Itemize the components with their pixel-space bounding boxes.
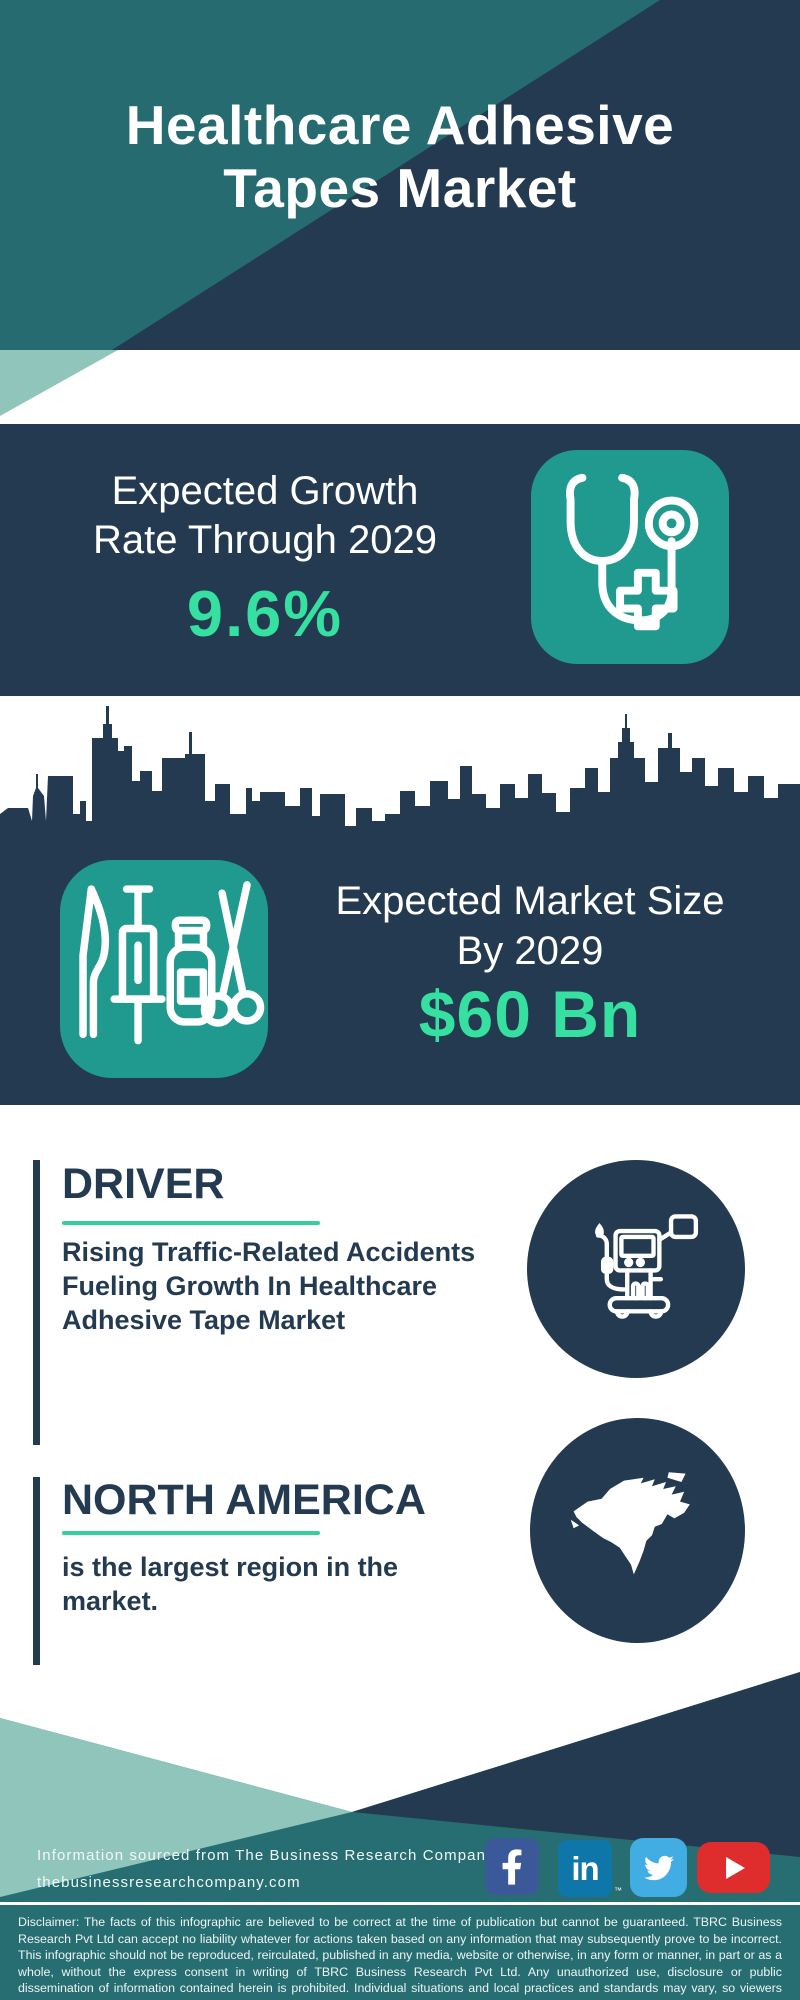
region-underline	[62, 1531, 320, 1535]
mint-triangle	[0, 350, 118, 416]
market-size-label-line1: Expected Market Size	[335, 879, 725, 923]
linkedin-label: in	[571, 1849, 599, 1887]
linkedin-icon[interactable]: in	[558, 1840, 612, 1897]
growth-rate-value: 9.6%	[186, 577, 344, 650]
region-section: NORTH AMERICA is the largest region in t…	[0, 1418, 800, 1675]
growth-section: Expected Growth Rate Through 2029 9.6%	[0, 424, 800, 696]
driver-underline	[62, 1221, 320, 1225]
north-america-map-icon	[530, 1418, 745, 1643]
page-title-line2: Tapes Market	[223, 157, 577, 219]
region-text: is the largest region in the market.	[62, 1552, 399, 1616]
stethoscope-icon	[531, 450, 729, 664]
market-size-value: $60 Bn	[418, 977, 642, 1051]
region-heading: NORTH AMERICA	[62, 1476, 426, 1524]
page-title: Healthcare Adhesive Tapes Market	[0, 94, 800, 220]
surgical-tools-icon	[60, 860, 268, 1078]
growth-label-line1: Expected Growth	[111, 469, 419, 513]
ventilator-icon	[527, 1160, 745, 1378]
footer-divider	[0, 1902, 800, 1905]
page-title-line1: Healthcare Adhesive	[125, 94, 675, 156]
region-accent-bar	[33, 1477, 40, 1665]
market-size-section: Expected Market Size By 2029 $60 Bn	[0, 846, 800, 1105]
header-banner: Healthcare Adhesive Tapes Market	[0, 0, 800, 350]
source-website[interactable]: thebusinessresearchcompany.com	[37, 1874, 301, 1891]
city-skyline-silhouette	[0, 706, 800, 846]
driver-section: DRIVER Rising Traffic-Related Accidents …	[0, 1105, 800, 1460]
source-line: Information sourced from The Business Re…	[37, 1847, 495, 1864]
footer: Information sourced from The Business Re…	[0, 1672, 800, 2000]
youtube-icon[interactable]	[697, 1842, 770, 1893]
source-attribution: Information sourced from The Business Re…	[37, 1842, 495, 1896]
facebook-icon[interactable]	[485, 1838, 539, 1895]
growth-label-line2: Rate Through 2029	[93, 518, 437, 562]
disclaimer-text: Disclaimer: The facts of this infographi…	[18, 1915, 782, 2000]
driver-text: Rising Traffic-Related Accidents Fueling…	[62, 1237, 476, 1335]
play-icon	[726, 1856, 745, 1879]
driver-heading: DRIVER	[62, 1160, 225, 1208]
driver-accent-bar	[33, 1160, 40, 1445]
twitter-icon[interactable]	[630, 1838, 687, 1897]
divider-band	[0, 350, 800, 424]
market-size-label: Expected Market Size By 2029	[308, 876, 752, 976]
linkedin-trademark: ™	[614, 1886, 622, 1895]
market-size-label-line2: By 2029	[456, 929, 604, 973]
growth-label: Expected Growth Rate Through 2029	[30, 467, 500, 565]
